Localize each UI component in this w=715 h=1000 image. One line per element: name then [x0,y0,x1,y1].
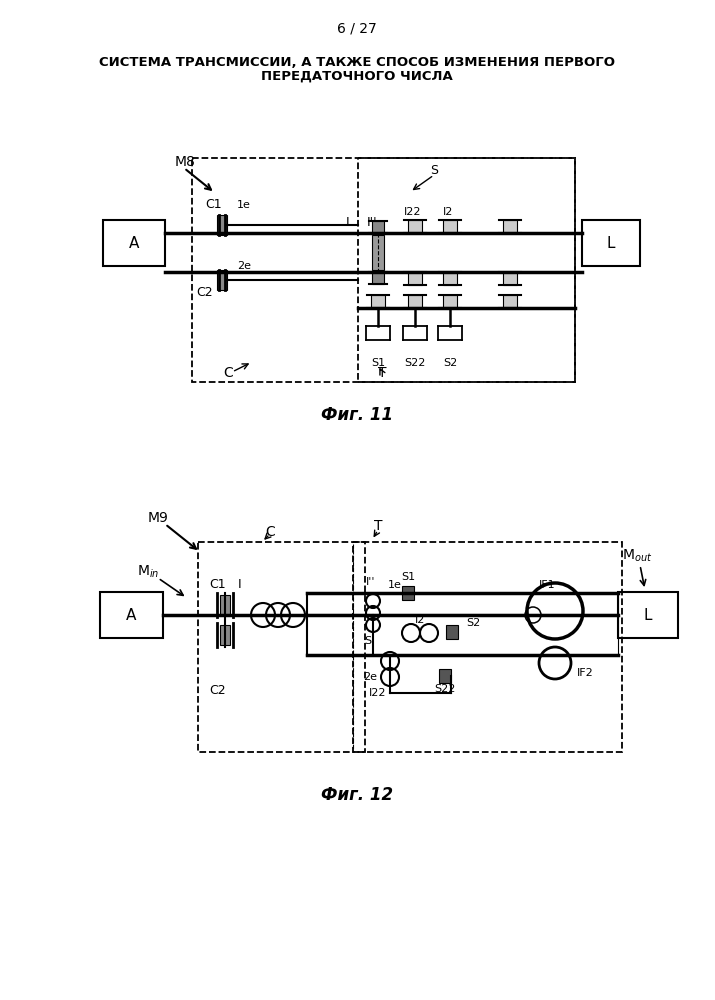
Text: I2: I2 [415,615,425,625]
Text: I: I [346,216,350,229]
Bar [372,272,384,284]
Text: ПЕРЕДАТОЧНОГО ЧИСЛА: ПЕРЕДАТОЧНОГО ЧИСЛА [261,70,453,83]
Bar [408,272,422,285]
Bar [582,220,640,266]
Bar [372,235,384,270]
Text: I2: I2 [443,207,453,217]
Bar [439,669,451,683]
Bar [503,295,517,308]
Bar [443,272,457,285]
Text: M$_{in}$: M$_{in}$ [137,564,159,580]
Text: L: L [607,235,615,250]
Text: C1: C1 [209,578,227,591]
Bar [100,592,163,638]
Text: 1e: 1e [237,200,251,210]
Bar [503,220,517,233]
Text: M9: M9 [147,511,169,525]
Text: C2: C2 [197,286,213,298]
Text: L: L [644,607,652,622]
Text: 1e: 1e [388,580,402,590]
Bar [446,625,458,639]
Text: IF1: IF1 [538,580,556,590]
Text: I: I [238,578,242,591]
Text: T: T [378,366,386,380]
Text: S: S [365,636,372,646]
Text: 2e: 2e [363,672,377,682]
Text: S2: S2 [466,618,480,628]
Text: I'': I'' [366,577,376,587]
Bar [372,221,384,233]
Bar [217,215,227,235]
Text: Фиг. 12: Фиг. 12 [321,786,393,804]
Text: M$_{out}$: M$_{out}$ [622,548,652,564]
Bar [443,220,457,233]
Text: Фиг. 11: Фиг. 11 [321,406,393,424]
Text: I22: I22 [404,207,422,217]
Text: S1: S1 [401,572,415,582]
Bar [103,220,165,266]
Bar [371,295,385,308]
Text: S22: S22 [404,358,425,368]
Bar [402,586,414,600]
Bar [220,625,230,645]
Bar [618,592,678,638]
Text: S1: S1 [371,358,385,368]
Text: A: A [126,607,136,622]
Bar [503,272,517,285]
Bar [217,270,227,290]
Text: S: S [430,163,438,176]
Text: C: C [223,366,233,380]
Text: C: C [265,525,275,539]
Text: I'': I'' [367,216,378,229]
Text: T: T [374,519,383,533]
Text: A: A [129,235,139,250]
Text: S2: S2 [443,358,457,368]
Text: IF2: IF2 [577,668,593,678]
Text: C2: C2 [209,684,227,696]
Text: I22: I22 [369,688,387,698]
Text: СИСТЕМА ТРАНСМИССИИ, А ТАКЖЕ СПОСОБ ИЗМЕНЕНИЯ ПЕРВОГО: СИСТЕМА ТРАНСМИССИИ, А ТАКЖЕ СПОСОБ ИЗМЕ… [99,55,615,68]
Bar [408,295,422,308]
Bar [220,595,230,615]
Text: M8: M8 [175,155,196,169]
Bar [408,220,422,233]
Text: S22: S22 [434,684,455,694]
Text: 6 / 27: 6 / 27 [337,21,377,35]
Text: C1: C1 [206,198,222,211]
Text: 2e: 2e [237,261,251,271]
Bar [443,295,457,308]
